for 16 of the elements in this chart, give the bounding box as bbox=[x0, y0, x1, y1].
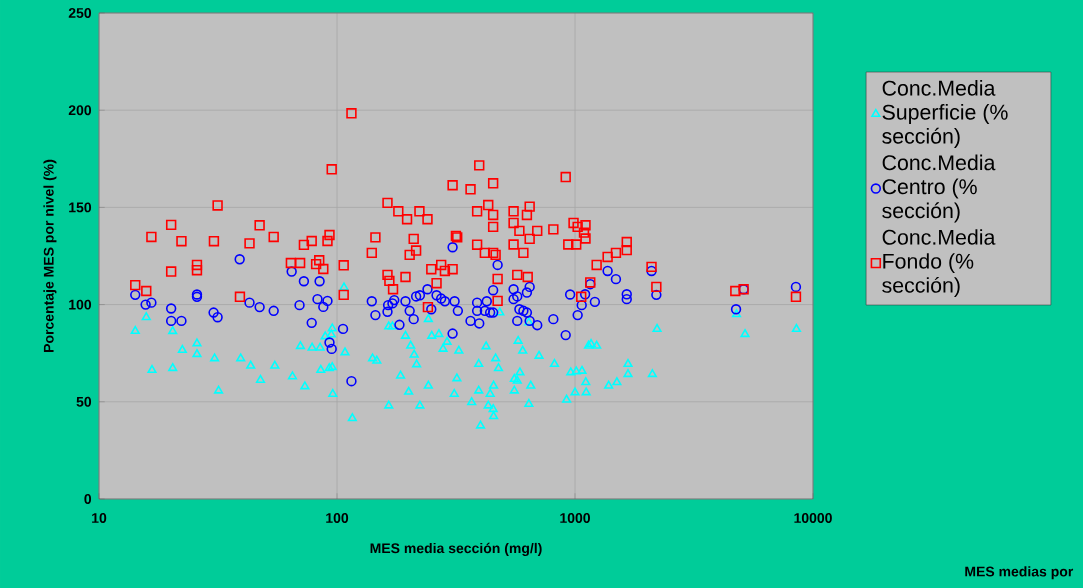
legend-label: Conc.Media Superficie (% sección) bbox=[882, 80, 1008, 148]
y-tick-label: 250 bbox=[68, 8, 92, 18]
x-tick-label: 100 bbox=[326, 513, 349, 523]
y-axis-title: Porcentaje MES por nivel (%) bbox=[43, 159, 57, 352]
legend-label: Conc.Media Centro (% sección) bbox=[882, 154, 996, 223]
x-tick-label: 1000 bbox=[560, 513, 590, 523]
y-tick-label: 150 bbox=[69, 202, 92, 213]
y-tick-label: 200 bbox=[68, 105, 92, 116]
x-axis-title: MES media sección (mg/l) bbox=[370, 542, 542, 556]
text: MES medias por bbox=[965, 566, 1074, 580]
y-tick-label: 100 bbox=[69, 299, 92, 310]
y-tick-label: 50 bbox=[76, 396, 92, 407]
y-tick-label: 0 bbox=[84, 494, 92, 504]
x-tick-label: 10000 bbox=[794, 513, 832, 523]
x-tick-label: 10 bbox=[92, 513, 107, 523]
legend-label: Conc.Media Fondo (% sección) bbox=[882, 229, 996, 298]
